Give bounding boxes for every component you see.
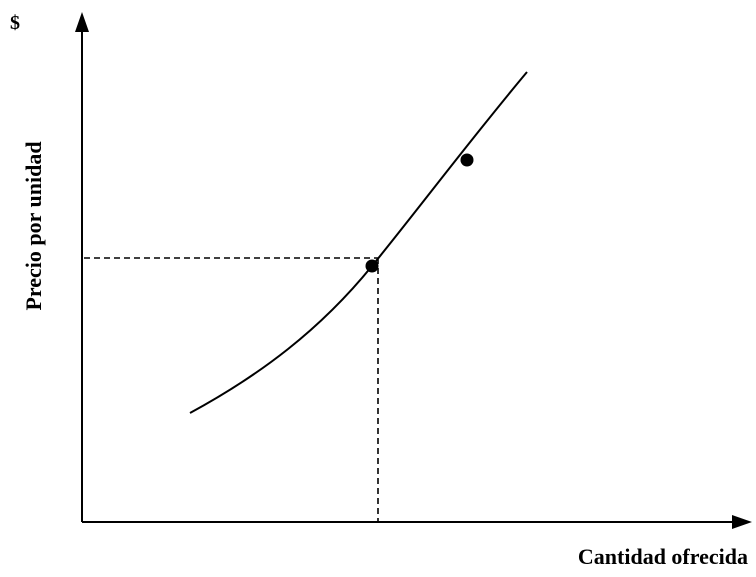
x-axis-arrowhead [732, 515, 752, 529]
supply-curve [189, 71, 528, 414]
point-on-curve-upper [460, 153, 474, 167]
x-axis-label: Cantidad ofrecida [577, 544, 748, 569]
point-on-curve-reference [365, 259, 379, 273]
y-axis-arrowhead [75, 12, 89, 32]
y-axis-label: Precio por unidad [21, 141, 46, 311]
currency-symbol-label: $ [10, 12, 20, 34]
